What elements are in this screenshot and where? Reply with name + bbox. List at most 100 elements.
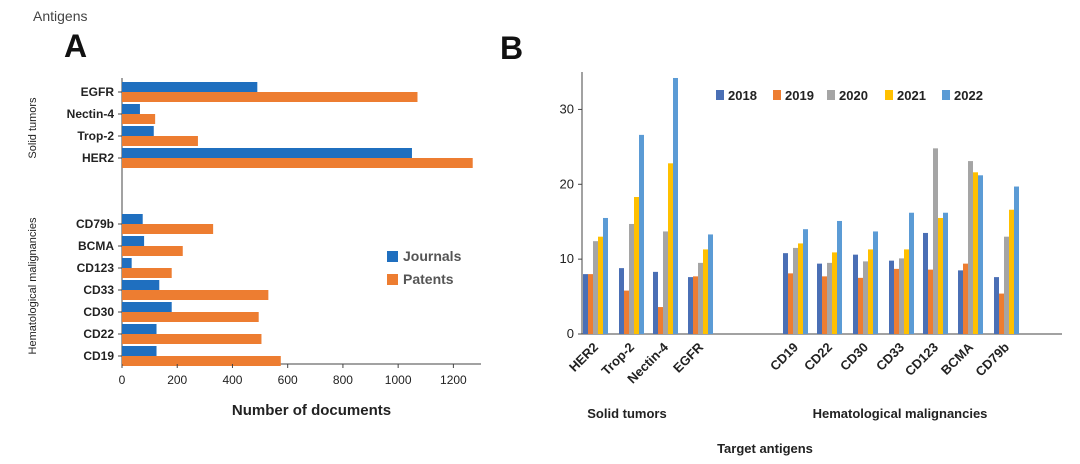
b-y-tick-label: 20 [560, 176, 574, 191]
b-legend-swatch-2019 [773, 90, 781, 100]
chart-a: EGFR Nectin-4 Trop-2 HER2 CD79b BCMA CD123 CD33… [27, 78, 481, 419]
b-category-label-cd79b: CD79b [972, 339, 1012, 379]
b-y-tick-label: 10 [560, 251, 574, 266]
a-x-tick-label: 1000 [385, 373, 412, 387]
a-category-label-her2: HER2 [82, 151, 114, 165]
a-legend-swatch-journals [387, 251, 398, 262]
a-bar-patents-cd79b [122, 224, 214, 234]
a-bar-journals-cd19 [122, 346, 157, 356]
b-x-axis-title: Target antigens [717, 441, 813, 456]
a-bar-patents-her2 [122, 158, 473, 168]
a-bar-journals-cd123 [122, 258, 132, 268]
a-bar-journals-cd79b [122, 214, 143, 224]
b-bar-2021-bcma [973, 172, 978, 334]
a-category-label-trop-2: Trop-2 [77, 129, 114, 143]
b-bar-2018-cd30 [853, 254, 858, 334]
b-bar-2019-egfr [693, 276, 698, 334]
b-bar-2020-cd123 [933, 148, 938, 334]
a-legend-label-patents: Patents [403, 271, 454, 287]
b-bar-2022-cd22 [837, 220, 842, 334]
b-bar-2020-her2 [593, 241, 598, 334]
a-group-label-hematological-malignancies: Hematological malignancies [27, 217, 39, 354]
b-bar-2019-cd79b [999, 293, 1004, 334]
panel-b-label: B [500, 30, 524, 66]
b-bar-2022-egfr [708, 234, 713, 334]
a-bar-patents-cd22 [122, 334, 262, 344]
a-bar-patents-cd123 [122, 268, 172, 278]
a-x-tick-label: 600 [278, 373, 298, 387]
b-category-label-cd30: CD30 [837, 340, 871, 374]
b-group-label-hematological-malignancies: Hematological malignancies [813, 406, 988, 421]
a-bar-patents-bcma [122, 246, 183, 256]
a-category-label-nectin-4: Nectin-4 [67, 107, 115, 121]
b-bar-2022-cd33 [909, 212, 914, 334]
b-category-label-bcma: BCMA [938, 339, 977, 378]
b-bar-2022-nectin-4 [673, 77, 678, 334]
b-bar-2018-cd22 [817, 263, 822, 334]
b-bar-2022-bcma [978, 175, 983, 334]
b-bar-2021-cd22 [832, 252, 837, 334]
b-y-tick-label: 0 [567, 326, 574, 341]
a-bar-journals-egfr [122, 82, 258, 92]
a-bar-patents-cd19 [122, 356, 281, 366]
a-bar-journals-cd33 [122, 280, 160, 290]
a-x-tick-label: 0 [119, 373, 126, 387]
b-y-tick-label: 30 [560, 101, 574, 116]
chart-b: 0102030Percentage of documentsHER2Trop-2… [560, 72, 1062, 456]
b-bar-2019-trop-2 [624, 290, 629, 334]
b-category-label-egfr: EGFR [670, 339, 707, 376]
b-bar-2021-cd79b [1009, 209, 1014, 334]
b-bar-2018-cd79b [994, 277, 999, 334]
b-bar-2022-cd30 [873, 231, 878, 334]
a-category-label-bcma: BCMA [78, 239, 114, 253]
b-bar-2020-trop-2 [629, 223, 634, 334]
b-bar-2020-cd79b [1004, 236, 1009, 334]
a-category-label-cd30: CD30 [83, 305, 114, 319]
b-bar-2022-trop-2 [639, 134, 644, 334]
a-x-tick-label: 800 [333, 373, 353, 387]
b-bar-2018-trop-2 [619, 268, 624, 334]
b-bar-2019-nectin-4 [658, 307, 663, 334]
b-bar-2018-nectin-4 [653, 271, 658, 334]
b-bar-2020-cd33 [899, 258, 904, 334]
a-bar-journals-nectin-4 [122, 104, 140, 114]
a-bar-journals-trop-2 [122, 126, 154, 136]
b-bar-2020-cd30 [863, 261, 868, 334]
b-bar-2021-egfr [703, 249, 708, 334]
b-bar-2020-nectin-4 [663, 231, 668, 334]
b-category-label-cd123: CD123 [902, 340, 941, 379]
b-bar-2021-cd33 [904, 249, 909, 334]
b-bar-2020-cd19 [793, 247, 798, 334]
a-bar-journals-cd22 [122, 324, 157, 334]
a-bar-patents-cd33 [122, 290, 269, 300]
b-bar-2019-her2 [588, 274, 593, 334]
b-bar-2018-cd19 [783, 253, 788, 334]
b-legend-swatch-2018 [716, 90, 724, 100]
a-legend-label-journals: Journals [403, 248, 462, 264]
b-bar-2019-cd123 [928, 269, 933, 334]
b-bar-2020-bcma [968, 161, 973, 334]
a-category-label-cd79b: CD79b [76, 217, 114, 231]
a-bar-journals-bcma [122, 236, 145, 246]
b-bar-2019-cd19 [788, 273, 793, 334]
b-bar-2020-cd22 [827, 262, 832, 334]
b-bar-2018-bcma [958, 270, 963, 334]
page-title: Antigens [33, 8, 88, 24]
a-bar-patents-egfr [122, 92, 418, 102]
b-legend-label-2022: 2022 [954, 88, 983, 103]
b-category-label-cd22: CD22 [801, 340, 835, 374]
a-x-axis-title: Number of documents [232, 402, 391, 419]
b-bar-2019-cd33 [894, 268, 899, 334]
b-bar-2021-her2 [598, 236, 603, 334]
b-legend-label-2021: 2021 [897, 88, 926, 103]
b-category-label-cd19: CD19 [767, 340, 801, 374]
b-legend-label-2019: 2019 [785, 88, 814, 103]
b-bar-2021-nectin-4 [668, 163, 673, 334]
b-category-label-her2: HER2 [566, 340, 601, 375]
b-bar-2018-cd33 [889, 260, 894, 334]
b-bar-2022-cd123 [943, 212, 948, 334]
b-legend-swatch-2021 [885, 90, 893, 100]
a-category-label-egfr: EGFR [81, 85, 115, 99]
b-legend-swatch-2022 [942, 90, 950, 100]
b-bar-2018-cd123 [923, 232, 928, 334]
